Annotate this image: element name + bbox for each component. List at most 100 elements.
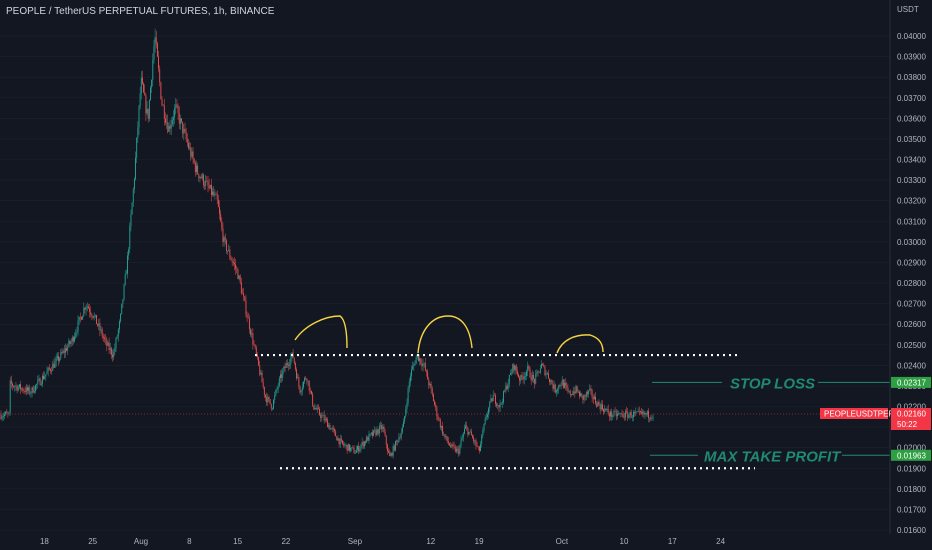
candle-body: [224, 237, 226, 241]
candle-body: [200, 176, 202, 179]
candle-body: [430, 383, 432, 389]
candle-body: [501, 402, 503, 404]
candle-body: [507, 383, 509, 390]
candle-body: [343, 443, 345, 446]
candle-body: [355, 449, 357, 454]
candle-body: [131, 202, 133, 215]
candle-body: [579, 391, 580, 397]
candle-body: [554, 384, 556, 393]
candle-body: [163, 105, 165, 119]
candle-body: [252, 333, 254, 345]
candle-body: [61, 352, 63, 354]
candle-body: [361, 441, 363, 446]
candle-body: [419, 358, 421, 361]
candle-body: [329, 425, 331, 430]
candle-body: [544, 366, 546, 376]
candle-body: [85, 306, 87, 310]
candle-body: [139, 93, 141, 106]
take-profit-price-tag: 0.01963: [891, 449, 931, 461]
candle-body: [285, 363, 287, 368]
svg-text:0.02317: 0.02317: [897, 378, 926, 387]
candle-body: [519, 376, 521, 381]
candle-body: [158, 56, 159, 69]
candle-body: [527, 366, 529, 372]
candle-body: [33, 391, 35, 393]
candle-body: [234, 263, 235, 265]
candle-body: [24, 390, 26, 393]
candle-body: [473, 437, 475, 442]
candle-body: [441, 426, 442, 428]
candle-body: [435, 404, 437, 407]
candle-body: [414, 364, 416, 365]
candle-body: [574, 391, 576, 394]
candle-body: [592, 397, 594, 400]
candle-body: [377, 429, 379, 434]
candle-body: [370, 432, 372, 434]
candle-body: [207, 181, 209, 186]
candle-body: [189, 147, 191, 149]
candle-body: [339, 438, 341, 445]
candle-body: [300, 390, 302, 393]
grid-lines: [0, 35, 890, 531]
candle-body: [357, 446, 358, 450]
candle-body: [4, 414, 5, 417]
candle-body: [238, 275, 240, 279]
candle-body: [298, 377, 300, 387]
candle-body: [559, 385, 561, 386]
candle-body: [324, 418, 326, 421]
stop-loss-annotation: STOP LOSS: [730, 375, 815, 392]
candle-body: [336, 436, 338, 441]
candle-body: [467, 427, 469, 435]
candle-body: [84, 307, 86, 310]
candle-body: [188, 142, 189, 149]
candle-body: [13, 385, 15, 387]
candle-body: [230, 257, 232, 260]
candle-body: [608, 413, 610, 417]
time-tick-label: 24: [716, 537, 725, 546]
candle-body: [12, 383, 13, 386]
candle-body: [211, 184, 212, 195]
candle-body: [242, 293, 243, 294]
price-tick-label: 0.02400: [897, 361, 926, 370]
candle-body: [520, 375, 522, 381]
candle-body: [512, 364, 514, 373]
candle-body: [246, 314, 248, 318]
candle-body: [223, 237, 225, 243]
candle-body: [78, 316, 80, 321]
left-shoulder-arc: [294, 315, 348, 349]
candle-body: [338, 438, 340, 445]
candle-body: [283, 366, 285, 371]
candle-body: [560, 385, 562, 386]
candle-body: [261, 372, 263, 383]
candle-body: [650, 417, 652, 419]
candle-body: [585, 392, 587, 397]
candle-body: [6, 412, 8, 414]
candle-body: [93, 315, 95, 318]
candle-body: [562, 379, 564, 388]
candle-body: [235, 264, 237, 269]
candle-body: [90, 311, 92, 315]
time-tick-label: 12: [426, 537, 435, 546]
candle-body: [144, 92, 146, 96]
candle-body: [29, 387, 31, 394]
candle-body: [293, 357, 295, 364]
candle-body: [177, 106, 179, 113]
candle-body: [595, 396, 596, 404]
candle-body: [227, 250, 228, 252]
candle-body: [107, 342, 109, 346]
candle-body: [644, 413, 646, 415]
candle-body: [536, 371, 538, 375]
candle-body: [496, 403, 498, 406]
price-tick-label: 0.03800: [897, 73, 926, 82]
candle-body: [315, 408, 317, 410]
candle-body: [121, 303, 123, 314]
candle-body: [564, 383, 565, 388]
candle-body: [251, 333, 253, 335]
time-tick-label: 19: [475, 537, 484, 546]
price-tick-label: 0.04000: [897, 32, 926, 41]
candle-body: [606, 409, 608, 411]
candle-body: [115, 338, 117, 349]
candle-body: [328, 425, 330, 428]
candle-body: [46, 371, 48, 374]
